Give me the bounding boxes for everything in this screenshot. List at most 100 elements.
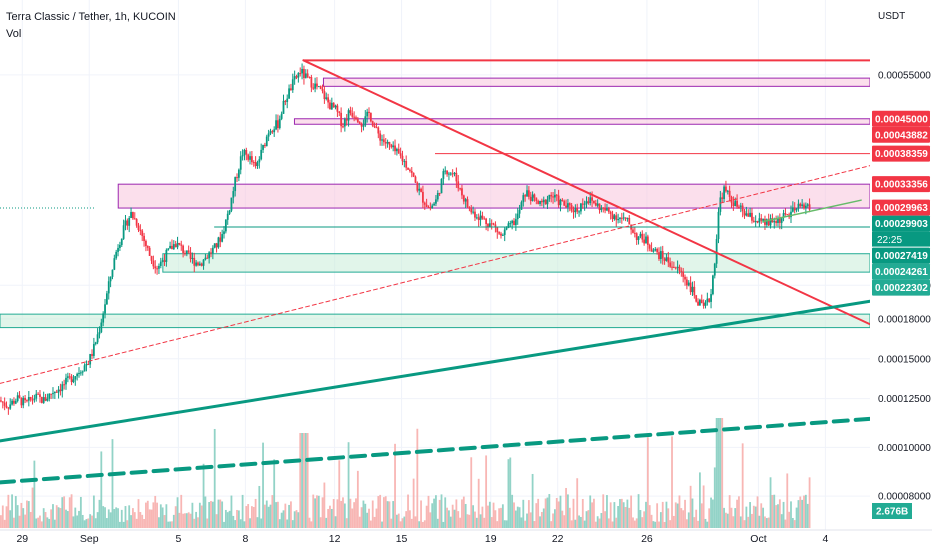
candle-body xyxy=(672,266,675,268)
candle-body xyxy=(624,217,627,219)
volume-bar xyxy=(397,513,400,528)
volume-bar xyxy=(286,519,289,528)
candle-body xyxy=(513,220,515,226)
candle-body xyxy=(795,208,798,211)
volume-bar xyxy=(11,494,13,528)
x-tick-label: 22 xyxy=(552,533,564,545)
volume-bar xyxy=(483,517,486,528)
candle-body xyxy=(332,102,335,108)
volume-bar xyxy=(117,508,119,528)
volume-bar xyxy=(189,513,192,528)
candle-body xyxy=(581,203,584,205)
price-label-bg xyxy=(872,263,930,280)
candle-body xyxy=(808,204,811,210)
volume-bar xyxy=(211,501,214,528)
drawing-layer[interactable] xyxy=(0,59,872,485)
candle-body xyxy=(236,177,238,179)
candle-body xyxy=(353,116,356,118)
candle-body xyxy=(369,113,372,122)
candle-body xyxy=(295,76,298,78)
volume-bar xyxy=(790,501,792,528)
volume-bar xyxy=(635,518,638,528)
volume-bar xyxy=(487,505,489,528)
candle-body xyxy=(555,194,558,196)
candle-body xyxy=(59,389,62,392)
candle-body xyxy=(72,379,75,383)
candle-body xyxy=(182,245,185,253)
candle-body xyxy=(351,113,354,117)
candle-body xyxy=(219,237,222,242)
volume-bar xyxy=(420,500,422,528)
volume-bar xyxy=(139,511,142,528)
candle-body xyxy=(381,139,383,141)
volume-bar xyxy=(334,516,337,528)
volume-bar xyxy=(306,433,309,528)
volume-bar xyxy=(120,509,123,528)
price-label-layer: 0.00045000 0.00043882 0.00038359 0.00033356… xyxy=(872,110,930,519)
candle-body xyxy=(197,262,199,266)
volume-bar xyxy=(652,521,655,528)
candle-body xyxy=(754,221,757,223)
volume-bar xyxy=(552,513,554,528)
symbol-title[interactable]: Terra Classic / Tether, 1h, KUCOIN xyxy=(6,11,176,23)
volume-bar xyxy=(29,511,32,528)
volume-bar xyxy=(793,520,796,528)
candle-body xyxy=(278,118,281,129)
volume-label-bg xyxy=(872,503,912,519)
volume-bar xyxy=(35,518,38,528)
volume-bar xyxy=(427,495,430,528)
candle-body xyxy=(645,236,647,244)
volume-bar xyxy=(388,501,391,528)
candle-body xyxy=(726,190,729,192)
candle-body xyxy=(33,398,36,400)
volume-bar xyxy=(312,494,315,528)
volume-bar xyxy=(723,507,725,528)
price-label-bg xyxy=(872,247,930,264)
candle-body xyxy=(249,156,251,160)
candle-body xyxy=(198,263,201,266)
volume-bar xyxy=(606,495,608,528)
volume-bar xyxy=(392,501,395,528)
candle-body xyxy=(27,396,30,401)
volume-bar xyxy=(548,494,551,528)
candle-body xyxy=(777,218,779,223)
volume-bar xyxy=(141,514,144,528)
candle-body xyxy=(758,218,761,223)
candle-body xyxy=(487,224,489,228)
candle-body xyxy=(312,87,315,89)
candle-body xyxy=(786,214,789,216)
candle-body xyxy=(76,373,79,377)
volume-bar xyxy=(401,518,404,528)
volume-bar xyxy=(297,512,300,528)
volume-bar xyxy=(70,494,73,528)
volume-bar xyxy=(633,520,636,528)
volume-bar xyxy=(148,509,151,528)
candle-body xyxy=(760,218,763,221)
volume-bar xyxy=(85,519,88,528)
volume-bar xyxy=(589,495,592,528)
volume-bar xyxy=(713,467,716,528)
candle-body xyxy=(193,257,196,266)
volume-bar xyxy=(550,521,553,528)
volume-bar xyxy=(76,515,79,528)
candle-body xyxy=(806,204,809,206)
candle-body xyxy=(61,384,64,392)
volume-bar xyxy=(314,498,316,528)
volume-bar xyxy=(712,499,714,528)
candle-body xyxy=(561,199,564,202)
candle-body xyxy=(301,68,303,74)
volume-bar xyxy=(81,514,84,528)
candle-body xyxy=(264,144,266,147)
candle-body xyxy=(338,111,341,113)
candle-body xyxy=(407,167,409,170)
volume-indicator-label[interactable]: Vol xyxy=(6,28,22,40)
volume-bar xyxy=(699,472,701,528)
candle-body xyxy=(1,401,4,403)
volume-bar xyxy=(39,515,41,528)
candle-body xyxy=(479,215,482,221)
candle-body xyxy=(180,244,183,246)
volume-bar xyxy=(425,505,428,528)
volume-bar xyxy=(394,443,396,528)
